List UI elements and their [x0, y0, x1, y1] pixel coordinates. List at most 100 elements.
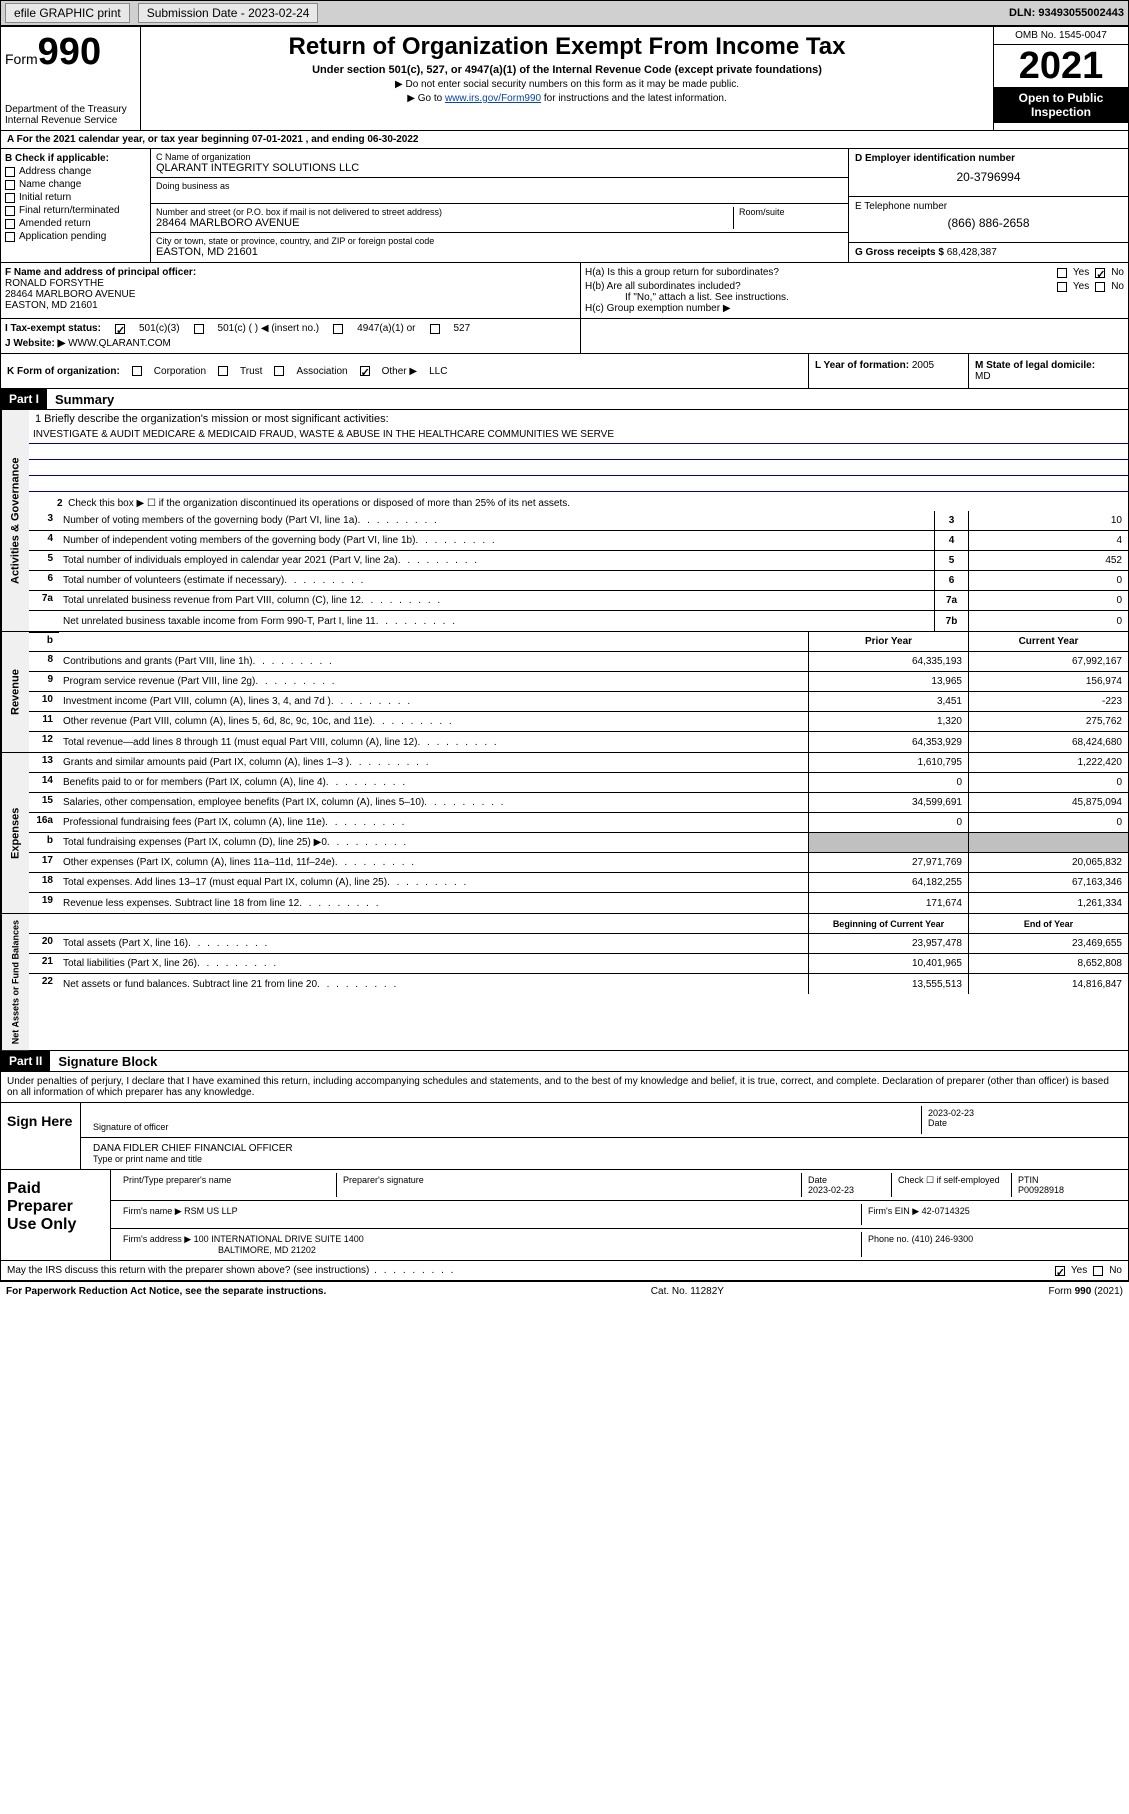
- officer-name: RONALD FORSYTHE: [5, 278, 576, 289]
- firm-name-label: Firm's name ▶: [123, 1206, 182, 1216]
- may-irs-yes-cb[interactable]: [1055, 1266, 1065, 1276]
- summary-line: Net unrelated business taxable income fr…: [29, 611, 1128, 631]
- hb-yes-cb[interactable]: [1057, 282, 1067, 292]
- ha-no-label: No: [1111, 267, 1124, 278]
- prep-date-value: 2023-02-23: [808, 1185, 854, 1195]
- sig-date-value: 2023-02-23: [928, 1108, 1116, 1118]
- summary-line: 9Program service revenue (Part VIII, lin…: [29, 672, 1128, 692]
- year-block: OMB No. 1545-0047 2021 Open to Public In…: [993, 27, 1128, 130]
- summary-line: 8Contributions and grants (Part VIII, li…: [29, 652, 1128, 672]
- ptin-label: PTIN: [1018, 1175, 1039, 1185]
- col-c-org-info: C Name of organization QLARANT INTEGRITY…: [151, 149, 848, 262]
- tax-year-end: 06-30-2022: [367, 134, 418, 145]
- mission-text: INVESTIGATE & AUDIT MEDICARE & MEDICAID …: [29, 428, 1128, 444]
- goto-post: for instructions and the latest informat…: [541, 93, 727, 104]
- cb-527[interactable]: [430, 324, 440, 334]
- address-label: Number and street (or P.O. box if mail i…: [156, 207, 733, 217]
- summary-line: 19Revenue less expenses. Subtract line 1…: [29, 893, 1128, 913]
- net-header-row: Beginning of Current Year End of Year: [29, 914, 1128, 934]
- may-irs-no-cb[interactable]: [1093, 1266, 1103, 1276]
- other-value: LLC: [429, 366, 447, 377]
- catalog-number: Cat. No. 11282Y: [651, 1286, 724, 1297]
- open-public-badge: Open to Public Inspection: [994, 87, 1128, 123]
- end-year-header: End of Year: [968, 914, 1128, 933]
- summary-line: 6Total number of volunteers (estimate if…: [29, 571, 1128, 591]
- room-suite-label: Room/suite: [739, 207, 843, 217]
- cb-4947[interactable]: [333, 324, 343, 334]
- summary-line: 12Total revenue—add lines 8 through 11 (…: [29, 732, 1128, 752]
- firm-addr-label: Firm's address ▶: [123, 1234, 191, 1244]
- cb-association[interactable]: [274, 366, 284, 376]
- col-b-checkboxes: B Check if applicable: Address change Na…: [1, 149, 151, 262]
- cb-address-change-label: Address change: [19, 166, 91, 177]
- hb-no-cb[interactable]: [1095, 282, 1105, 292]
- ein-label: D Employer identification number: [855, 153, 1122, 164]
- part2-bar: Part II Signature Block: [0, 1051, 1129, 1072]
- year-formation-value: 2005: [912, 360, 934, 371]
- officer-label: F Name and address of principal officer:: [5, 267, 196, 278]
- col-b-heading: B Check if applicable:: [5, 153, 146, 164]
- gross-receipts-label: G Gross receipts $: [855, 247, 947, 258]
- part1-bar: Part I Summary: [0, 389, 1129, 410]
- cb-name-change[interactable]: [5, 180, 15, 190]
- cb-corporation[interactable]: [132, 366, 142, 376]
- cb-initial-return-label: Initial return: [19, 192, 71, 203]
- line2-text: Check this box ▶ ☐ if the organization d…: [68, 498, 570, 509]
- cb-trust[interactable]: [218, 366, 228, 376]
- cb-501c3[interactable]: [115, 324, 125, 334]
- summary-line: 18Total expenses. Add lines 13–17 (must …: [29, 873, 1128, 893]
- gross-receipts-value: 68,428,387: [947, 247, 997, 258]
- part1-title: Summary: [47, 392, 114, 407]
- form-org-label: K Form of organization:: [7, 366, 120, 377]
- ha-no-cb[interactable]: [1095, 268, 1105, 278]
- line-a-mid: , and ending: [303, 134, 367, 145]
- cb-amended-return[interactable]: [5, 219, 15, 229]
- cb-amended-return-label: Amended return: [19, 218, 91, 229]
- cb-other[interactable]: [360, 366, 370, 376]
- phone-label: E Telephone number: [855, 201, 1122, 212]
- state-domicile-value: MD: [975, 371, 991, 382]
- cb-application-pending[interactable]: [5, 232, 15, 242]
- page-footer: For Paperwork Reduction Act Notice, see …: [0, 1281, 1129, 1301]
- revenue-header-row: b Prior Year Current Year: [29, 632, 1128, 652]
- city-label: City or town, state or province, country…: [156, 236, 843, 246]
- self-employed-check[interactable]: Check ☐ if self-employed: [898, 1175, 1000, 1185]
- summary-line: 4Number of independent voting members of…: [29, 531, 1128, 551]
- cb-final-return-label: Final return/terminated: [19, 205, 120, 216]
- sign-here-label: Sign Here: [1, 1103, 81, 1169]
- cb-501c[interactable]: [194, 324, 204, 334]
- line-a-prefix: A For the 2021 calendar year, or tax yea…: [7, 134, 252, 145]
- firm-phone-value: (410) 246-9300: [912, 1234, 974, 1244]
- form-org-row: K Form of organization: Corporation Trus…: [0, 354, 1129, 389]
- signature-block: Under penalties of perjury, I declare th…: [0, 1072, 1129, 1261]
- lbl-501c: 501(c) ( ) ◀ (insert no.): [218, 323, 320, 334]
- org-name: QLARANT INTEGRITY SOLUTIONS LLC: [156, 162, 843, 174]
- phone-value: (866) 886-2658: [855, 216, 1122, 230]
- tax-status-row: I Tax-exempt status: 501(c)(3) 501(c) ( …: [0, 319, 1129, 354]
- officer-name-title: DANA FIDLER CHIEF FINANCIAL OFFICER: [93, 1143, 1116, 1154]
- lbl-other: Other ▶: [382, 366, 417, 377]
- pra-notice: For Paperwork Reduction Act Notice, see …: [6, 1286, 326, 1297]
- summary-line: 15Salaries, other compensation, employee…: [29, 793, 1128, 813]
- irs-form990-link[interactable]: www.irs.gov/Form990: [445, 93, 541, 104]
- tax-year-begin: 07-01-2021: [252, 134, 303, 145]
- ha-yes-cb[interactable]: [1057, 268, 1067, 278]
- org-name-label: C Name of organization: [156, 152, 843, 162]
- omb-number: OMB No. 1545-0047: [994, 27, 1128, 45]
- cb-address-change[interactable]: [5, 167, 15, 177]
- tax-year: 2021: [994, 45, 1128, 87]
- expenses-section: Expenses 13Grants and similar amounts pa…: [0, 753, 1129, 914]
- lbl-501c3: 501(c)(3): [139, 323, 180, 334]
- mission-blank2: [29, 460, 1128, 476]
- cb-final-return[interactable]: [5, 206, 15, 216]
- sig-date-label: Date: [928, 1118, 947, 1128]
- part2-title: Signature Block: [50, 1054, 157, 1069]
- identity-section: B Check if applicable: Address change Na…: [0, 149, 1129, 263]
- efile-graphic-label[interactable]: efile GRAPHIC print: [5, 3, 130, 23]
- lbl-4947: 4947(a)(1) or: [357, 323, 415, 334]
- lbl-trust: Trust: [240, 366, 262, 377]
- mission-blank3: [29, 476, 1128, 492]
- cb-initial-return[interactable]: [5, 193, 15, 203]
- address-value: 28464 MARLBORO AVENUE: [156, 217, 733, 229]
- form-subtitle: Under section 501(c), 527, or 4947(a)(1)…: [147, 64, 987, 76]
